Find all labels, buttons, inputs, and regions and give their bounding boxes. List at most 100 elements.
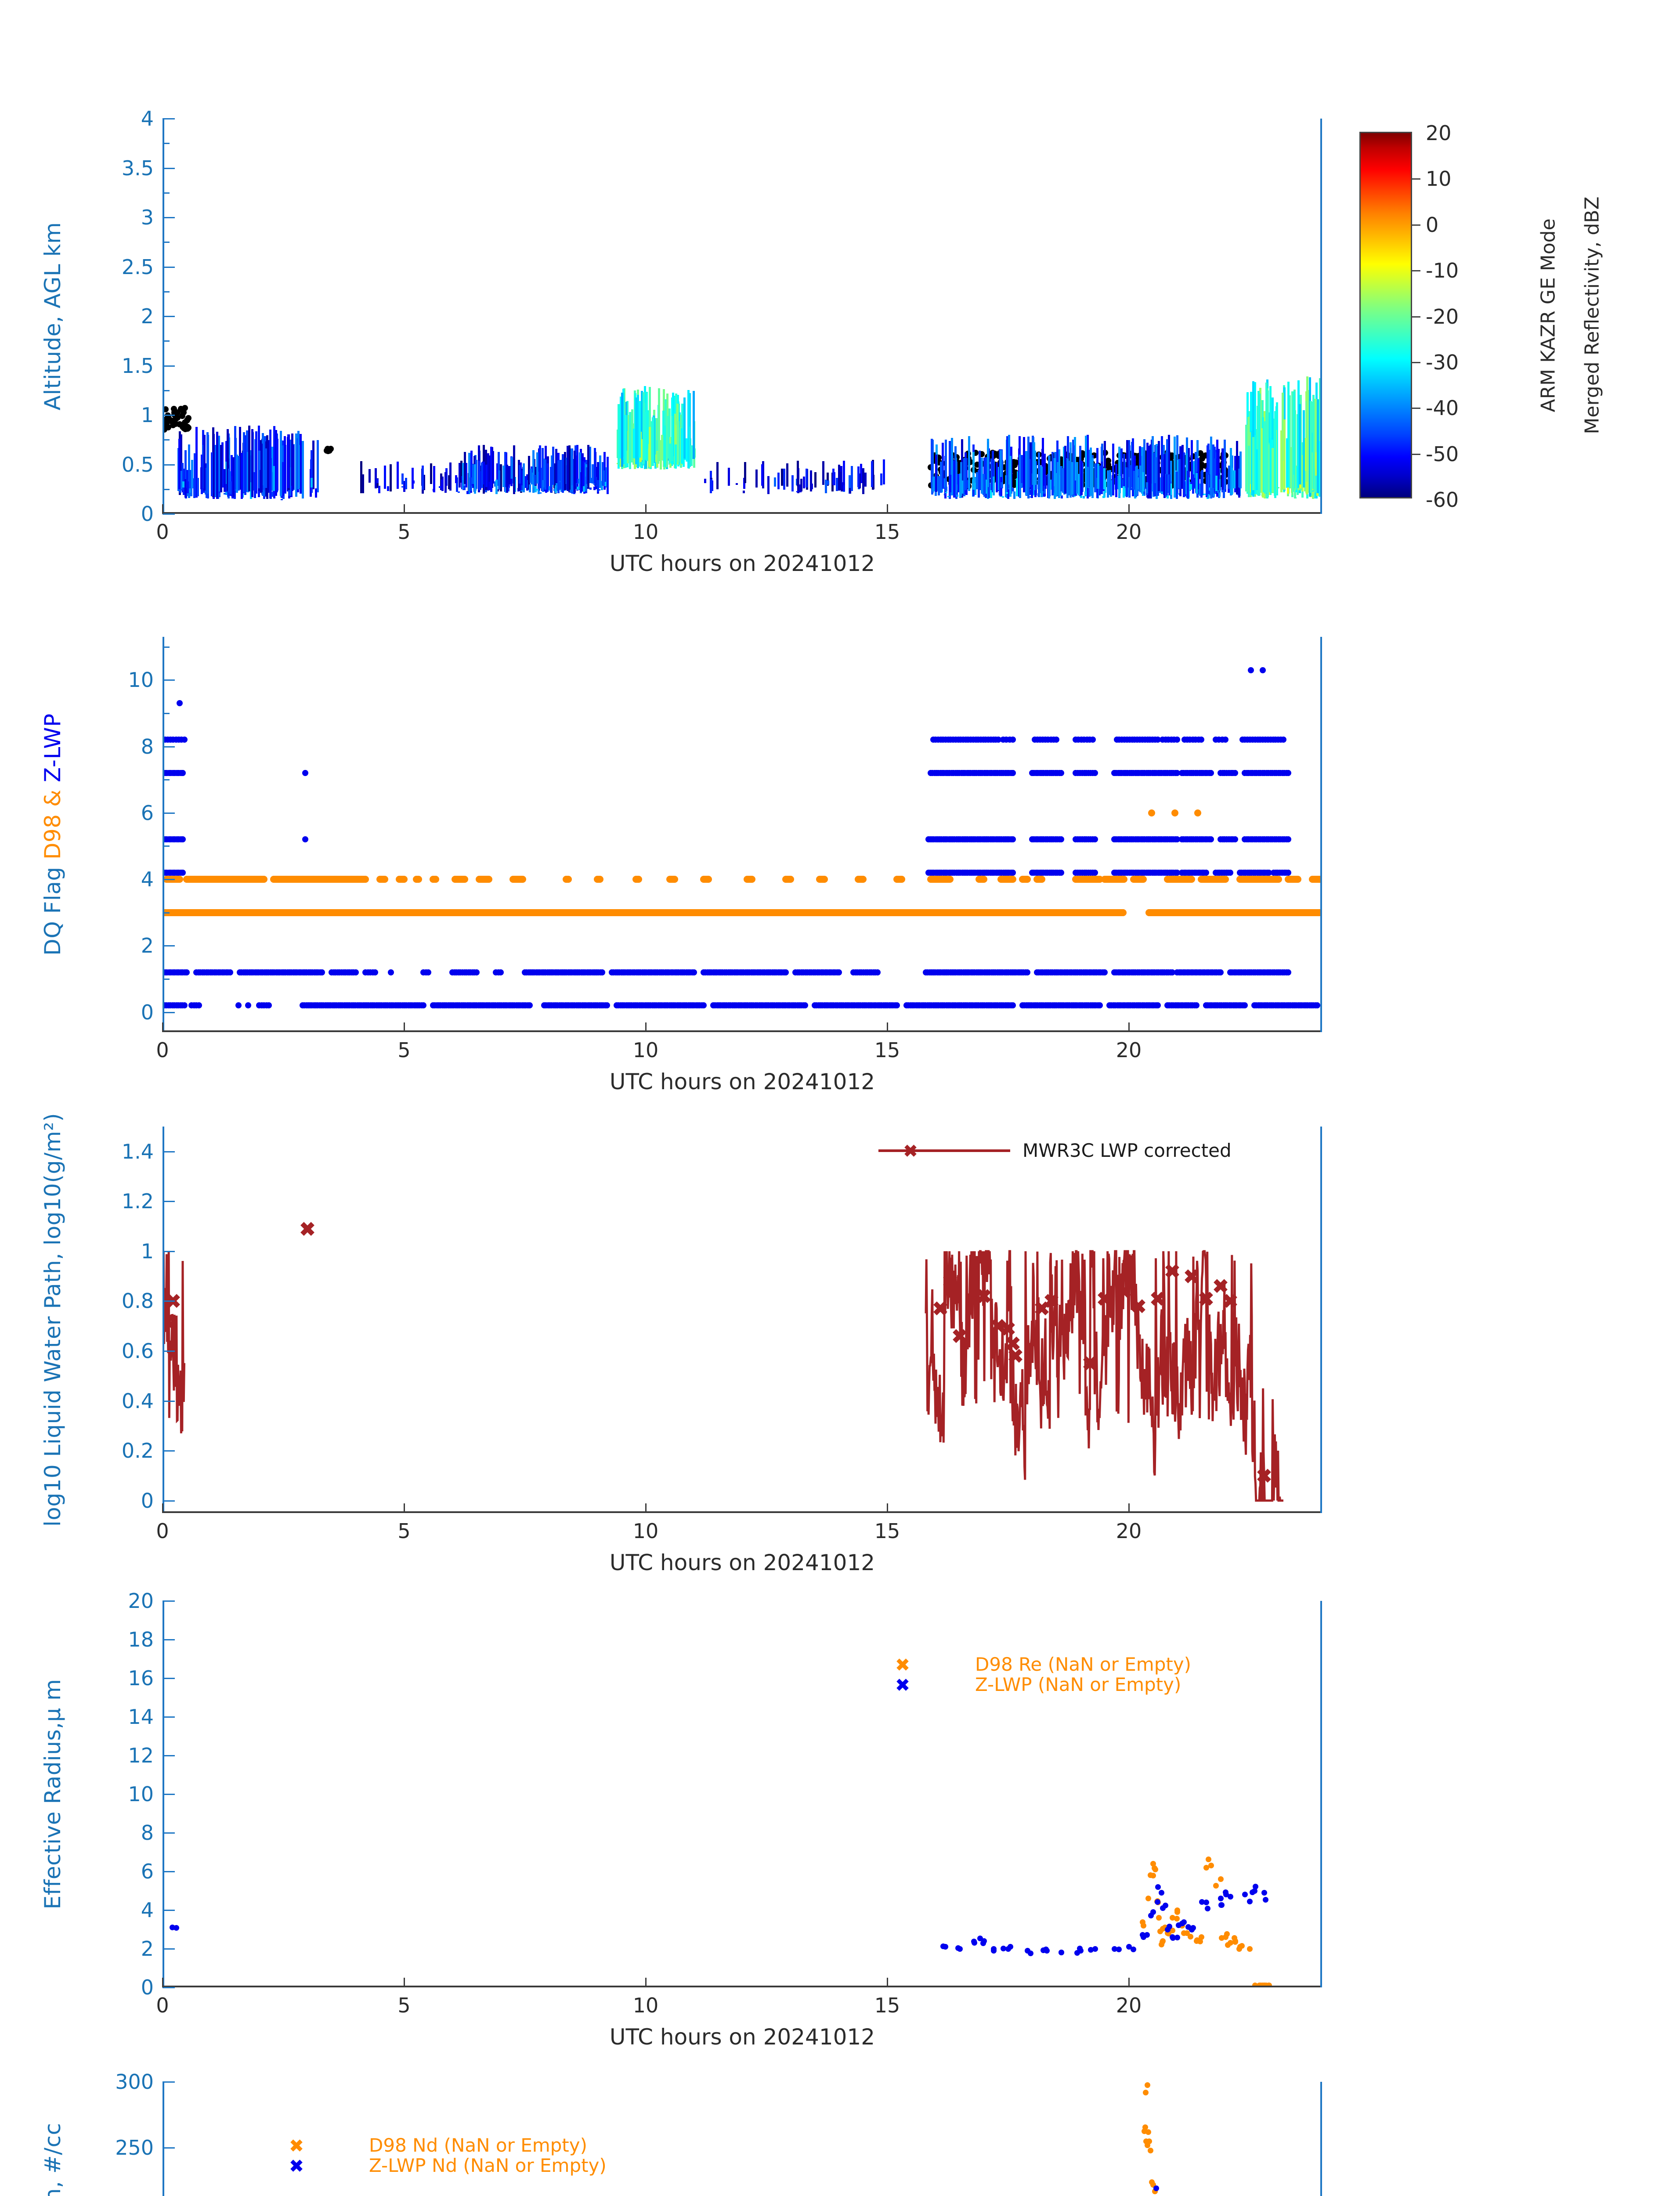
panel-dqflag: 0 2 4 6 8 10 0 5 10 15 20 — [163, 637, 1322, 1032]
reflectivity-column — [761, 464, 763, 486]
reflectivity-column — [981, 458, 983, 494]
flag-marker — [498, 969, 504, 975]
reflectivity-column — [401, 473, 404, 485]
reflectivity-column — [193, 478, 195, 498]
reflectivity-column — [658, 388, 660, 461]
reflectivity-column — [1009, 456, 1012, 497]
reflectivity-column — [1306, 482, 1308, 495]
reflectivity-column — [1123, 454, 1125, 488]
reflectivity-column — [1109, 470, 1111, 495]
reflectivity-column — [281, 499, 283, 500]
reflectivity-column — [180, 471, 182, 489]
reflectivity-column — [536, 452, 538, 484]
panel-reflectivity-xtick — [162, 504, 163, 514]
reflectivity-column — [1107, 470, 1109, 498]
flag-marker — [181, 1002, 188, 1008]
flag-marker — [1010, 836, 1016, 842]
reflectivity-column — [1143, 491, 1145, 495]
reflectivity-column — [589, 488, 592, 490]
reflectivity-column — [864, 473, 867, 487]
flag-marker — [691, 969, 697, 975]
reflectivity-column — [481, 462, 483, 488]
flag-marker — [302, 770, 308, 776]
flag-marker — [1010, 870, 1016, 876]
reflectivity-column — [687, 390, 690, 468]
reflectivity-column — [649, 427, 651, 467]
flag-marker — [894, 1002, 900, 1008]
reflectivity-column — [1084, 491, 1087, 495]
flag-marker — [181, 737, 188, 743]
flag-marker — [1053, 737, 1059, 743]
reflectivity-column — [478, 461, 481, 491]
panel-reflectivity-ytick — [163, 365, 175, 367]
reflectivity-column — [571, 492, 574, 493]
reflectivity-column — [683, 461, 685, 464]
reflectivity-column — [1002, 496, 1004, 498]
reflectivity-column — [833, 472, 835, 486]
flag-marker — [783, 969, 789, 975]
reflectivity-column — [594, 448, 596, 483]
reflectivity-column — [972, 452, 975, 489]
reflectivity-column — [767, 476, 770, 494]
reflectivity-column — [397, 462, 399, 489]
reflectivity-column — [216, 432, 218, 499]
panel-reflectivity-ytick — [163, 513, 175, 515]
flag-marker — [184, 969, 190, 975]
flag-marker — [1097, 1002, 1103, 1008]
panel-dqflag-plot — [163, 637, 1322, 1032]
reflectivity-column — [387, 486, 389, 491]
reflectivity-column — [1031, 485, 1033, 498]
reflectivity-column — [1158, 441, 1160, 491]
reflectivity-column — [800, 479, 802, 491]
reflectivity-column — [1025, 451, 1027, 495]
reflectivity-column — [265, 448, 267, 488]
reflectivity-column — [220, 445, 222, 492]
reflectivity-column — [593, 487, 596, 490]
reflectivity-column — [1129, 465, 1131, 490]
reflectivity-column — [463, 486, 466, 490]
flag-marker — [1232, 836, 1238, 842]
reflectivity-column — [1178, 459, 1181, 489]
reflectivity-cloud-base-dot — [166, 417, 172, 423]
panel-reflectivity-ytick — [163, 267, 175, 268]
reflectivity-column — [238, 456, 240, 491]
reflectivity-column — [871, 461, 873, 487]
reflectivity-column — [269, 430, 271, 498]
flag-marker — [353, 969, 359, 975]
reflectivity-column — [1080, 461, 1083, 495]
reflectivity-column — [743, 491, 745, 493]
reflectivity-column — [842, 482, 845, 485]
reflectivity-column — [1085, 436, 1087, 496]
reflectivity-column — [935, 455, 937, 492]
reflectivity-column — [224, 469, 226, 492]
reflectivity-column — [248, 426, 250, 491]
reflectivity-column — [508, 466, 510, 484]
reflectivity-column — [498, 470, 500, 489]
flag-marker — [1285, 870, 1291, 876]
reflectivity-column — [284, 436, 286, 493]
reflectivity-column — [1016, 478, 1018, 496]
reflectivity-column — [851, 466, 853, 491]
reflectivity-column — [1071, 462, 1073, 495]
reflectivity-column — [657, 451, 659, 464]
panel-reflectivity-right-spine — [1320, 119, 1322, 514]
reflectivity-column — [1274, 411, 1276, 498]
reflectivity-cloud-base-dot — [326, 448, 332, 454]
panel-reflectivity-ytick-label: 0 — [141, 502, 154, 526]
reflectivity-column — [1248, 446, 1250, 495]
flag-marker — [425, 969, 431, 975]
flag-marker — [420, 1002, 426, 1008]
reflectivity-column — [822, 461, 824, 485]
reflectivity-column — [803, 477, 805, 488]
flag-marker — [1203, 870, 1209, 876]
reflectivity-column — [932, 477, 935, 491]
reflectivity-column — [716, 462, 719, 490]
panel-reflectivity-xtick — [645, 504, 647, 514]
reflectivity-column — [444, 472, 447, 492]
reflectivity-column — [1166, 474, 1168, 496]
reflectivity-column — [244, 435, 246, 495]
reflectivity-column — [704, 479, 706, 484]
reflectivity-column — [1020, 483, 1022, 488]
flag-marker — [1198, 737, 1204, 743]
panel-reflectivity-ytick-label: 2.5 — [122, 255, 154, 279]
